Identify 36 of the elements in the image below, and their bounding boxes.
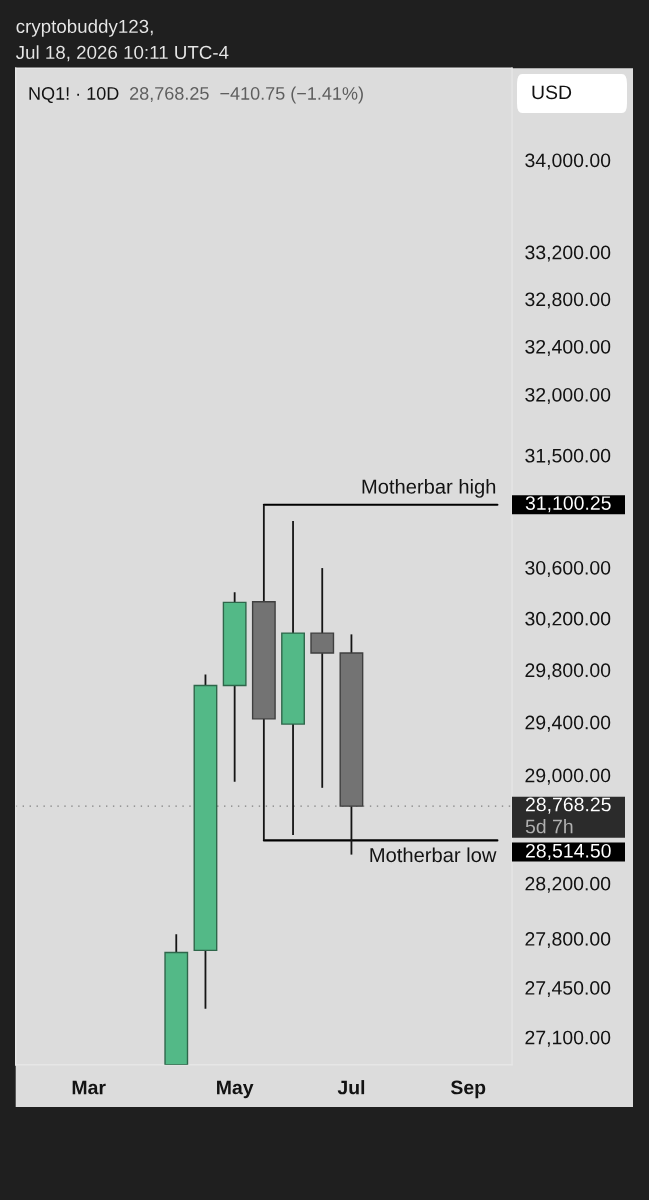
candlestick — [164, 933, 189, 1065]
text: NQ1! · 10D — [29, 87, 119, 104]
y-tick-label: 30,200.00 — [525, 611, 611, 628]
y-tick-label: 29,400.00 — [525, 715, 611, 732]
data-label: 28,514.50 — [525, 843, 611, 860]
text: 28,768.25 −410.75 (−1.41%) — [130, 86, 363, 104]
x-tick-label: May — [217, 1080, 254, 1099]
text: 5d 7h — [525, 819, 573, 834]
candlestick — [339, 633, 364, 856]
y-tick-label: 30,600.00 — [525, 560, 611, 577]
y-tick-label: 27,450.00 — [525, 981, 611, 998]
y-tick-label: 27,100.00 — [525, 1030, 611, 1047]
series-label: Motherbar high — [362, 478, 496, 498]
candlestick — [281, 520, 305, 836]
candlestick — [310, 567, 335, 789]
y-tick-label: 33,200.00 — [525, 245, 611, 262]
text: cryptobuddy123, — [16, 19, 153, 37]
y-tick-label: 29,000.00 — [525, 768, 611, 785]
y-tick-label: 32,000.00 — [525, 387, 611, 404]
y-tick-label: 28,200.00 — [525, 876, 611, 893]
ref-line-label: 28,768.25 — [525, 797, 611, 814]
y-tick-label: 34,000.00 — [525, 153, 611, 170]
candlestick — [222, 591, 247, 783]
text: USD — [532, 85, 572, 100]
x-tick-label: Mar — [72, 1080, 106, 1095]
x-tick-label: Sep — [450, 1080, 486, 1099]
y-tick-label: 27,800.00 — [525, 932, 611, 949]
x-tick-label: Jul — [337, 1080, 365, 1095]
y-tick-label: 29,800.00 — [525, 663, 611, 680]
y-tick-label: 31,500.00 — [525, 448, 611, 465]
series-label: Motherbar low — [370, 847, 497, 863]
data-label: 31,100.25 — [525, 496, 611, 513]
y-tick-label: 32,400.00 — [525, 339, 611, 356]
y-tick-label: 32,800.00 — [525, 292, 611, 309]
candlestick — [251, 503, 276, 842]
text: Jul 18, 2026 10:11 UTC-4 — [15, 45, 229, 62]
